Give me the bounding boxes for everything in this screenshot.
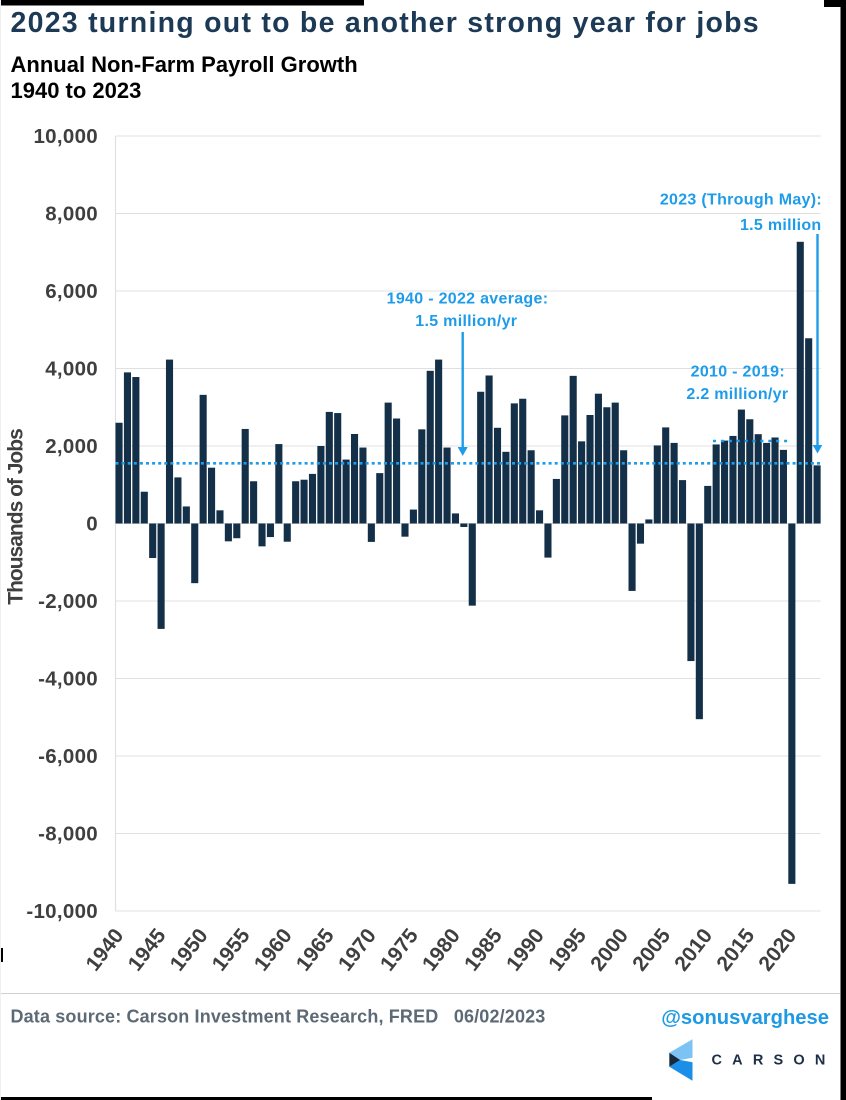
svg-text:Thousands of Jobs: Thousands of Jobs bbox=[5, 429, 28, 605]
svg-text:6,000: 6,000 bbox=[45, 280, 98, 303]
svg-text:0: 0 bbox=[86, 513, 98, 536]
svg-text:1970: 1970 bbox=[334, 924, 381, 975]
svg-text:1980: 1980 bbox=[418, 924, 465, 975]
svg-text:1945: 1945 bbox=[124, 924, 171, 975]
svg-text:Data source: Carson Investment: Data source: Carson Investment Research,… bbox=[11, 1007, 546, 1027]
svg-text:1960: 1960 bbox=[250, 924, 297, 975]
svg-text:1990: 1990 bbox=[502, 924, 549, 975]
svg-text:8,000: 8,000 bbox=[45, 203, 98, 226]
svg-text:Annual Non-Farm Payroll Growth: Annual Non-Farm Payroll Growth bbox=[11, 52, 358, 77]
svg-text:2023 (Through May):: 2023 (Through May): bbox=[660, 192, 822, 209]
svg-text:2005: 2005 bbox=[628, 924, 675, 975]
svg-text:-2,000: -2,000 bbox=[38, 590, 98, 613]
svg-text:2023 turning out to be another: 2023 turning out to be another strong ye… bbox=[11, 7, 760, 39]
svg-text:@sonusvarghese: @sonusvarghese bbox=[661, 1007, 829, 1029]
svg-text:2015: 2015 bbox=[712, 924, 759, 975]
svg-text:-6,000: -6,000 bbox=[38, 745, 98, 768]
svg-text:1940 - 2022 average:: 1940 - 2022 average: bbox=[387, 291, 549, 308]
svg-text:2010: 2010 bbox=[670, 924, 717, 975]
svg-text:-4,000: -4,000 bbox=[38, 668, 98, 691]
svg-text:1.5 million: 1.5 million bbox=[740, 217, 822, 234]
svg-text:2010 - 2019:: 2010 - 2019: bbox=[691, 364, 785, 381]
svg-text:2020: 2020 bbox=[754, 924, 801, 975]
svg-text:-8,000: -8,000 bbox=[38, 823, 98, 846]
svg-text:1995: 1995 bbox=[544, 924, 591, 975]
svg-text:1955: 1955 bbox=[208, 924, 255, 975]
svg-text:2,000: 2,000 bbox=[45, 435, 98, 458]
svg-text:-10,000: -10,000 bbox=[26, 900, 98, 923]
svg-text:10,000: 10,000 bbox=[33, 125, 98, 148]
svg-text:2.2 million/yr: 2.2 million/yr bbox=[686, 386, 788, 403]
svg-text:1940 to 2023: 1940 to 2023 bbox=[11, 78, 142, 103]
svg-text:1985: 1985 bbox=[460, 924, 507, 975]
svg-text:1975: 1975 bbox=[376, 924, 423, 975]
svg-text:1940: 1940 bbox=[82, 924, 129, 975]
svg-text:1965: 1965 bbox=[292, 924, 339, 975]
svg-text:4,000: 4,000 bbox=[45, 358, 98, 381]
svg-text:CARSON: CARSON bbox=[712, 1053, 836, 1069]
svg-text:1950: 1950 bbox=[166, 924, 213, 975]
svg-text:2000: 2000 bbox=[586, 924, 633, 975]
svg-text:1.5 million/yr: 1.5 million/yr bbox=[415, 313, 517, 330]
